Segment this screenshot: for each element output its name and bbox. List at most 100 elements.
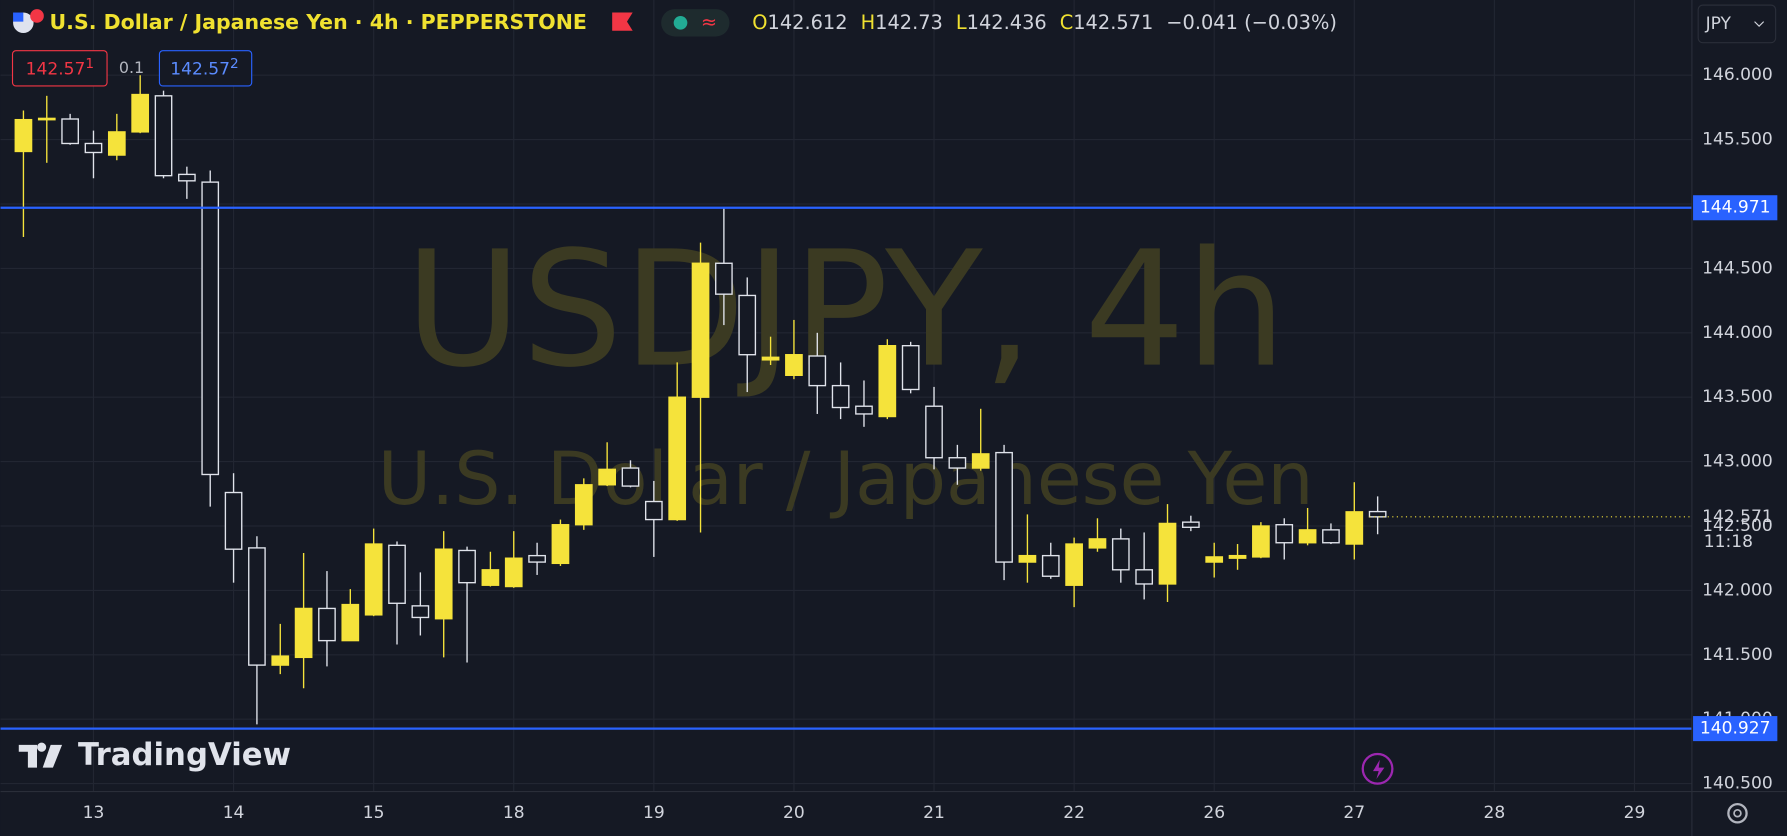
x-tick-label: 22: [1063, 803, 1085, 823]
candle-body: [458, 549, 476, 584]
candle-body: [154, 95, 173, 177]
sell-button[interactable]: [11, 50, 108, 87]
currency-label: JPY: [1705, 14, 1732, 34]
spread: 0.1: [119, 58, 144, 77]
candle-body: [294, 607, 313, 659]
ohlc-legend: O142.612 H142.73 L142.436 C142.571 −0.04…: [752, 10, 1337, 33]
x-tick-label: 20: [783, 803, 805, 823]
candle-body: [1182, 521, 1200, 528]
alert-icon: [1373, 759, 1385, 780]
x-tick-label: 21: [923, 803, 945, 823]
logo-text: TradingView: [78, 737, 291, 773]
candle-body: [37, 117, 56, 121]
horizontal-line-label: 140.927: [1700, 719, 1771, 739]
candle-body: [131, 93, 150, 133]
candle-body: [341, 603, 360, 642]
candle-body: [995, 451, 1013, 563]
candle-body: [388, 544, 406, 604]
candle-body: [1228, 554, 1247, 559]
buy-button[interactable]: [158, 50, 253, 87]
close-label: C: [1060, 10, 1074, 33]
candle-body: [1368, 510, 1387, 518]
y-tick-label: 141.500: [1702, 645, 1773, 665]
buy-price[interactable]: 142.572: [170, 56, 238, 80]
candle-body: [224, 491, 243, 550]
candle-body: [1018, 554, 1037, 563]
flag-button[interactable]: [612, 12, 633, 31]
sell-price[interactable]: 142.571: [26, 56, 94, 80]
x-tick-label: 29: [1624, 803, 1646, 823]
buy-price-main: 142.57: [170, 59, 230, 79]
candle-body: [901, 345, 920, 391]
candle-body: [1252, 525, 1270, 558]
candle-body: [481, 569, 500, 586]
watermark-symbol: USDJPY, 4h: [405, 217, 1287, 403]
candle-body: [878, 345, 897, 418]
status-pill[interactable]: [661, 9, 730, 37]
candle-body: [248, 547, 266, 666]
x-tick-label: 19: [643, 803, 665, 823]
y-tick-label: 143.500: [1702, 387, 1773, 407]
flag-icon-canton: [13, 12, 24, 22]
candle-body: [1205, 556, 1224, 563]
y-tick-label: 144.000: [1702, 323, 1773, 343]
high-label: H: [861, 10, 876, 33]
candle-body: [831, 384, 850, 409]
candle-body: [201, 181, 220, 476]
candle-body: [528, 554, 546, 563]
candle-body: [107, 131, 126, 156]
candle-body: [598, 468, 617, 486]
candle-body: [1041, 554, 1060, 577]
status-dot: [673, 15, 688, 30]
close-value: 142.571: [1073, 10, 1153, 33]
candle-body: [948, 457, 967, 469]
flag-icon-jp: [30, 9, 44, 23]
candle-body: [621, 467, 640, 487]
candle-body: [855, 405, 873, 415]
status-wave: ≈: [701, 10, 717, 33]
candle-body: [84, 142, 103, 154]
y-tick-label: 146.000: [1702, 65, 1773, 85]
candle-body: [364, 543, 383, 616]
candle-body: [178, 173, 196, 182]
candle-body: [434, 548, 453, 620]
settings-button[interactable]: [1727, 802, 1748, 824]
plot: [0, 75, 1692, 730]
sell-price-pip: 1: [85, 56, 94, 72]
horizontal-line-label: 144.971: [1700, 198, 1771, 218]
y-tick-label: 144.500: [1702, 258, 1773, 278]
x-tick-label: 28: [1484, 803, 1506, 823]
candle-body: [551, 524, 570, 565]
y-tick-label: 143.000: [1702, 452, 1773, 472]
candle-body: [691, 262, 710, 398]
horizontal-line-badge: [1693, 195, 1778, 221]
y-tick-label: 142.500: [1702, 516, 1773, 536]
candle-body: [785, 354, 803, 376]
horizontal-line-badge: [1693, 716, 1778, 742]
symbol-title[interactable]: U.S. Dollar / Japanese Yen · 4h · PEPPER…: [50, 10, 587, 34]
y-tick-label: 145.500: [1702, 130, 1773, 150]
change-value: −0.041 (−0.03%): [1166, 10, 1337, 33]
logo-mark: [18, 742, 63, 768]
last-price-label: 142.571: [1702, 507, 1773, 527]
candle-body: [1088, 538, 1107, 549]
candle-body: [1298, 529, 1317, 544]
low-value: 142.436: [967, 10, 1047, 33]
currency-select[interactable]: [1697, 4, 1777, 44]
watermark-description: U.S. Dollar / Japanese Yen: [378, 437, 1314, 522]
candle-body: [1158, 522, 1177, 585]
candle-body: [574, 484, 593, 526]
candle-body: [1322, 529, 1340, 544]
sell-price-main: 142.57: [26, 59, 86, 79]
axes: 140.500141.000141.500142.000142.500143.0…: [83, 65, 1778, 823]
candle-body: [1065, 543, 1083, 586]
candle-body: [1135, 569, 1154, 585]
alert-button[interactable]: [1361, 752, 1394, 785]
candle-body: [644, 500, 663, 521]
candle-body: [715, 262, 733, 295]
candle-body: [61, 118, 79, 145]
low-label: L: [956, 10, 967, 33]
x-tick-label: 13: [83, 803, 105, 823]
